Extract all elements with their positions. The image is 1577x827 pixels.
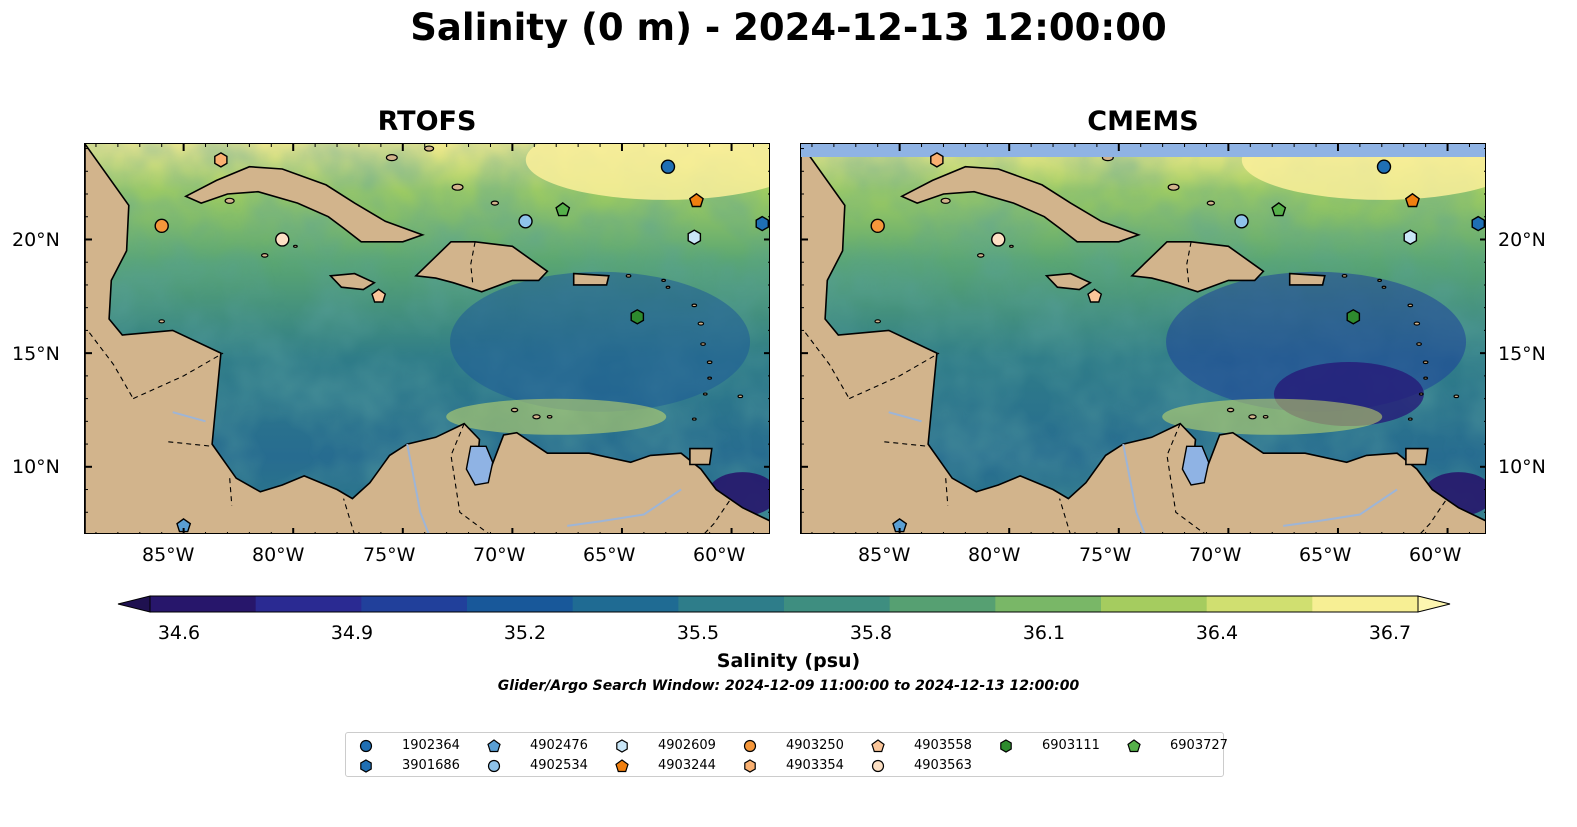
float-marker-4903354[interactable] — [214, 152, 228, 168]
marker-pentagon-icon — [487, 739, 501, 753]
float-marker-4903563[interactable] — [275, 232, 290, 247]
colorbar-segment — [1101, 596, 1208, 612]
land-trinidad — [1405, 447, 1429, 466]
land-jamaica — [328, 272, 376, 291]
colorbar-segment — [361, 596, 468, 612]
colorbar-tick-label: 34.9 — [330, 622, 374, 644]
float-marker-4902609[interactable] — [687, 229, 702, 246]
map-canvas — [85, 144, 769, 533]
colorbar-tick-label: 35.8 — [849, 622, 893, 644]
colorbar-segment — [1206, 596, 1313, 612]
float-marker-1902364[interactable] — [660, 159, 676, 174]
colorbar-segment — [678, 596, 785, 612]
lon-label: 75°W — [363, 544, 416, 566]
marker-pentagon-icon — [615, 759, 629, 773]
colorbar-segment — [255, 596, 362, 612]
land-cuba — [899, 165, 1141, 243]
lon-label: 65°W — [583, 544, 636, 566]
lat-label: 15°N — [12, 343, 60, 365]
colorbar-tick-label: 36.1 — [1022, 622, 1066, 644]
land-puertoRico — [1288, 272, 1326, 286]
colorbar-segment — [150, 596, 257, 612]
float-marker-6903111[interactable] — [630, 308, 645, 325]
float-marker-4903250[interactable] — [870, 218, 885, 234]
land-jamaica — [1044, 272, 1092, 291]
lon-label: 85°W — [858, 544, 911, 566]
land-puertoRico — [572, 272, 610, 286]
search-window-text: Glider/Argo Search Window: 2024-12-09 11… — [497, 678, 1080, 694]
float-marker-3901686[interactable] — [755, 215, 769, 232]
lon-label: 75°W — [1079, 544, 1132, 566]
land-centralAmerica — [801, 144, 1485, 533]
lat-label: 20°N — [1498, 229, 1546, 251]
lat-label: 20°N — [12, 229, 60, 251]
lon-label: 80°W — [968, 544, 1021, 566]
land-centralAmerica — [85, 144, 769, 533]
lon-label: 80°W — [252, 544, 305, 566]
map-canvas — [801, 144, 1485, 533]
colorbar-segment — [995, 596, 1102, 612]
lon-label: 65°W — [1299, 544, 1352, 566]
colorbar-tick-label: 36.7 — [1368, 622, 1412, 644]
lat-label: 10°N — [1498, 456, 1546, 478]
colorbar-tick-label: 36.4 — [1195, 622, 1239, 644]
colorbar-tick-label: 34.6 — [157, 622, 201, 644]
lat-label: 10°N — [12, 456, 60, 478]
legend: 1902364 3901686 4902476 4902534 4902609 … — [345, 732, 1228, 777]
colorbar-segment — [889, 596, 996, 612]
float-marker-4903558[interactable] — [1087, 288, 1103, 303]
colorbar-title: Salinity (psu) — [716, 650, 861, 672]
float-marker-4903244[interactable] — [688, 192, 704, 208]
float-marker-6903111[interactable] — [1346, 308, 1361, 325]
land-hispaniola — [1130, 241, 1265, 293]
float-marker-4902534[interactable] — [518, 214, 533, 229]
colorbar-tick-label: 35.5 — [676, 622, 720, 644]
float-marker-4903558[interactable] — [371, 288, 387, 303]
marker-pentagon-icon — [1127, 739, 1141, 753]
float-marker-4902609[interactable] — [1403, 229, 1418, 246]
map-rtofs[interactable] — [84, 143, 770, 534]
float-marker-6903727[interactable] — [555, 202, 571, 217]
lon-label: 70°W — [473, 544, 526, 566]
colorbar-tick-label: 35.2 — [503, 622, 547, 644]
lon-label: 60°W — [1409, 544, 1462, 566]
marker-circle-icon — [487, 759, 501, 773]
colorbar — [117, 595, 1451, 613]
colorbar-segment — [572, 596, 679, 612]
land-cuba — [183, 165, 425, 243]
float-marker-4903244[interactable] — [1404, 192, 1420, 208]
marker-circle-icon — [743, 739, 757, 753]
float-marker-6903727[interactable] — [1271, 202, 1287, 217]
float-marker-4903250[interactable] — [154, 218, 169, 234]
float-marker-3901686[interactable] — [1471, 215, 1485, 232]
lon-label: 70°W — [1189, 544, 1242, 566]
marker-pentagon-icon — [871, 739, 885, 753]
marker-hexagon-icon — [360, 759, 372, 773]
lat-label: 15°N — [1498, 343, 1546, 365]
colorbar-segment — [784, 596, 891, 612]
marker-hexagon-icon — [744, 759, 756, 773]
figure-title: Salinity (0 m) - 2024-12-13 12:00:00 — [410, 6, 1167, 49]
panel-title-cmems: CMEMS — [1087, 106, 1199, 137]
lon-label: 60°W — [693, 544, 746, 566]
float-marker-4903563[interactable] — [991, 232, 1006, 247]
land-trinidad — [689, 447, 713, 466]
marker-circle-icon — [871, 759, 885, 773]
float-marker-4902534[interactable] — [1234, 214, 1249, 229]
float-marker-1902364[interactable] — [1376, 159, 1392, 174]
float-marker-4903354[interactable] — [930, 152, 944, 168]
colorbar-segment — [1312, 596, 1419, 612]
lon-label: 85°W — [142, 544, 195, 566]
colorbar-segment — [467, 596, 574, 612]
marker-circle-icon — [359, 739, 373, 753]
land-hispaniola — [414, 241, 549, 293]
map-cmems[interactable] — [800, 143, 1486, 534]
marker-hexagon-icon — [1000, 739, 1012, 753]
marker-hexagon-icon — [616, 739, 628, 753]
panel-title-rtofs: RTOFS — [377, 106, 477, 137]
